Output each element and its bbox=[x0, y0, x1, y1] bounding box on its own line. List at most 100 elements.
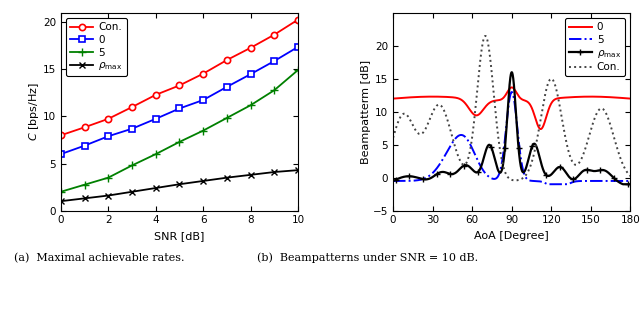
$\rho_{\rm max}$ bbox=[294, 168, 302, 172]
0 bbox=[57, 152, 65, 156]
5 bbox=[487, 176, 495, 180]
0 bbox=[487, 100, 495, 104]
Legend: Con., 0, 5, $\rho_{\rm max}$: Con., 0, 5, $\rho_{\rm max}$ bbox=[66, 18, 127, 76]
0 bbox=[271, 59, 278, 63]
Con. bbox=[440, 108, 447, 112]
0 bbox=[152, 117, 159, 121]
$\rho_{\rm max}$ bbox=[152, 186, 159, 190]
$\rho_{\rm max}$ bbox=[104, 194, 112, 198]
0 bbox=[440, 95, 447, 99]
$\rho_{\rm max}$ bbox=[57, 199, 65, 203]
5 bbox=[478, 166, 486, 170]
Con. bbox=[478, 46, 486, 50]
$\rho_{\rm max}$ bbox=[403, 174, 410, 178]
0 bbox=[175, 107, 183, 110]
5 bbox=[128, 164, 136, 168]
Y-axis label: $\mathit{C}$ [bps/Hz]: $\mathit{C}$ [bps/Hz] bbox=[28, 82, 42, 141]
5 bbox=[175, 140, 183, 144]
$\rho_{\rm max}$ bbox=[81, 196, 88, 200]
Con. bbox=[81, 125, 88, 129]
Con. bbox=[223, 58, 231, 62]
5 bbox=[486, 176, 493, 179]
0 bbox=[294, 45, 302, 49]
0 bbox=[403, 96, 410, 99]
0 bbox=[537, 127, 545, 131]
5 bbox=[552, 182, 559, 186]
Line: 5: 5 bbox=[56, 66, 302, 196]
Line: $\rho_{\rm max}$: $\rho_{\rm max}$ bbox=[393, 72, 630, 184]
5 bbox=[200, 129, 207, 133]
$\rho_{\rm max}$ bbox=[627, 182, 634, 186]
Con. bbox=[486, 55, 494, 59]
$\rho_{\rm max}$ bbox=[552, 168, 559, 172]
5 bbox=[543, 182, 551, 186]
5 bbox=[271, 88, 278, 92]
0 bbox=[389, 97, 397, 100]
5 bbox=[247, 103, 255, 107]
Con. bbox=[175, 84, 183, 87]
Legend: 0, 5, $\rho_{\rm max}$, Con.: 0, 5, $\rho_{\rm max}$, Con. bbox=[564, 18, 625, 76]
$\rho_{\rm max}$ bbox=[486, 143, 493, 147]
Text: (a)  Maximal achievable rates.: (a) Maximal achievable rates. bbox=[14, 252, 184, 263]
Line: 0: 0 bbox=[393, 87, 630, 129]
5 bbox=[508, 90, 515, 94]
0 bbox=[478, 110, 486, 113]
5 bbox=[389, 179, 397, 183]
Con. bbox=[104, 117, 112, 121]
$\rho_{\rm max}$ bbox=[389, 179, 397, 183]
0 bbox=[552, 97, 559, 101]
5 bbox=[223, 116, 231, 120]
Con. bbox=[200, 72, 207, 75]
$\rho_{\rm max}$ bbox=[200, 179, 207, 183]
Con. bbox=[403, 113, 410, 117]
Con. bbox=[57, 133, 65, 137]
0 bbox=[200, 98, 207, 102]
$\rho_{\rm max}$ bbox=[271, 170, 278, 174]
5 bbox=[81, 183, 88, 187]
Con. bbox=[271, 33, 278, 37]
0 bbox=[508, 86, 516, 89]
0 bbox=[223, 85, 231, 89]
Con. bbox=[128, 105, 136, 109]
$\rho_{\rm max}$ bbox=[478, 163, 486, 167]
5 bbox=[627, 179, 634, 183]
$\rho_{\rm max}$ bbox=[487, 145, 495, 149]
Text: (b)  Beampatterns under SNR = 10 dB.: (b) Beampatterns under SNR = 10 dB. bbox=[257, 252, 479, 263]
0 bbox=[128, 127, 136, 131]
Con. bbox=[488, 66, 495, 70]
5 bbox=[294, 68, 302, 72]
$\rho_{\rm max}$ bbox=[247, 173, 255, 177]
Con. bbox=[294, 17, 302, 21]
5 bbox=[152, 152, 159, 156]
Con. bbox=[481, 34, 489, 38]
Line: Con.: Con. bbox=[393, 36, 630, 180]
$\rho_{\rm max}$ bbox=[128, 190, 136, 194]
Con. bbox=[152, 93, 159, 97]
0 bbox=[104, 134, 112, 138]
Con. bbox=[511, 179, 519, 182]
$\rho_{\rm max}$ bbox=[440, 170, 447, 174]
Con. bbox=[552, 84, 559, 88]
$\rho_{\rm max}$ bbox=[175, 182, 183, 186]
5 bbox=[104, 176, 112, 179]
Con. bbox=[389, 136, 397, 140]
Line: $\rho_{\rm max}$: $\rho_{\rm max}$ bbox=[58, 167, 301, 205]
X-axis label: SNR [dB]: SNR [dB] bbox=[154, 231, 205, 241]
Line: 0: 0 bbox=[58, 44, 301, 157]
0 bbox=[486, 101, 493, 105]
5 bbox=[403, 179, 410, 183]
Line: 5: 5 bbox=[393, 92, 630, 184]
Con. bbox=[627, 174, 634, 178]
Line: Con.: Con. bbox=[58, 17, 301, 138]
$\rho_{\rm max}$ bbox=[508, 70, 516, 74]
0 bbox=[627, 97, 634, 100]
5 bbox=[440, 156, 447, 160]
$\rho_{\rm max}$ bbox=[619, 182, 627, 186]
$\rho_{\rm max}$ bbox=[223, 176, 231, 179]
0 bbox=[247, 72, 255, 76]
5 bbox=[57, 190, 65, 194]
X-axis label: AoA [Degree]: AoA [Degree] bbox=[474, 231, 549, 241]
Con. bbox=[247, 46, 255, 50]
0 bbox=[81, 144, 88, 148]
Y-axis label: Beampatterm [dB]: Beampatterm [dB] bbox=[362, 60, 371, 164]
